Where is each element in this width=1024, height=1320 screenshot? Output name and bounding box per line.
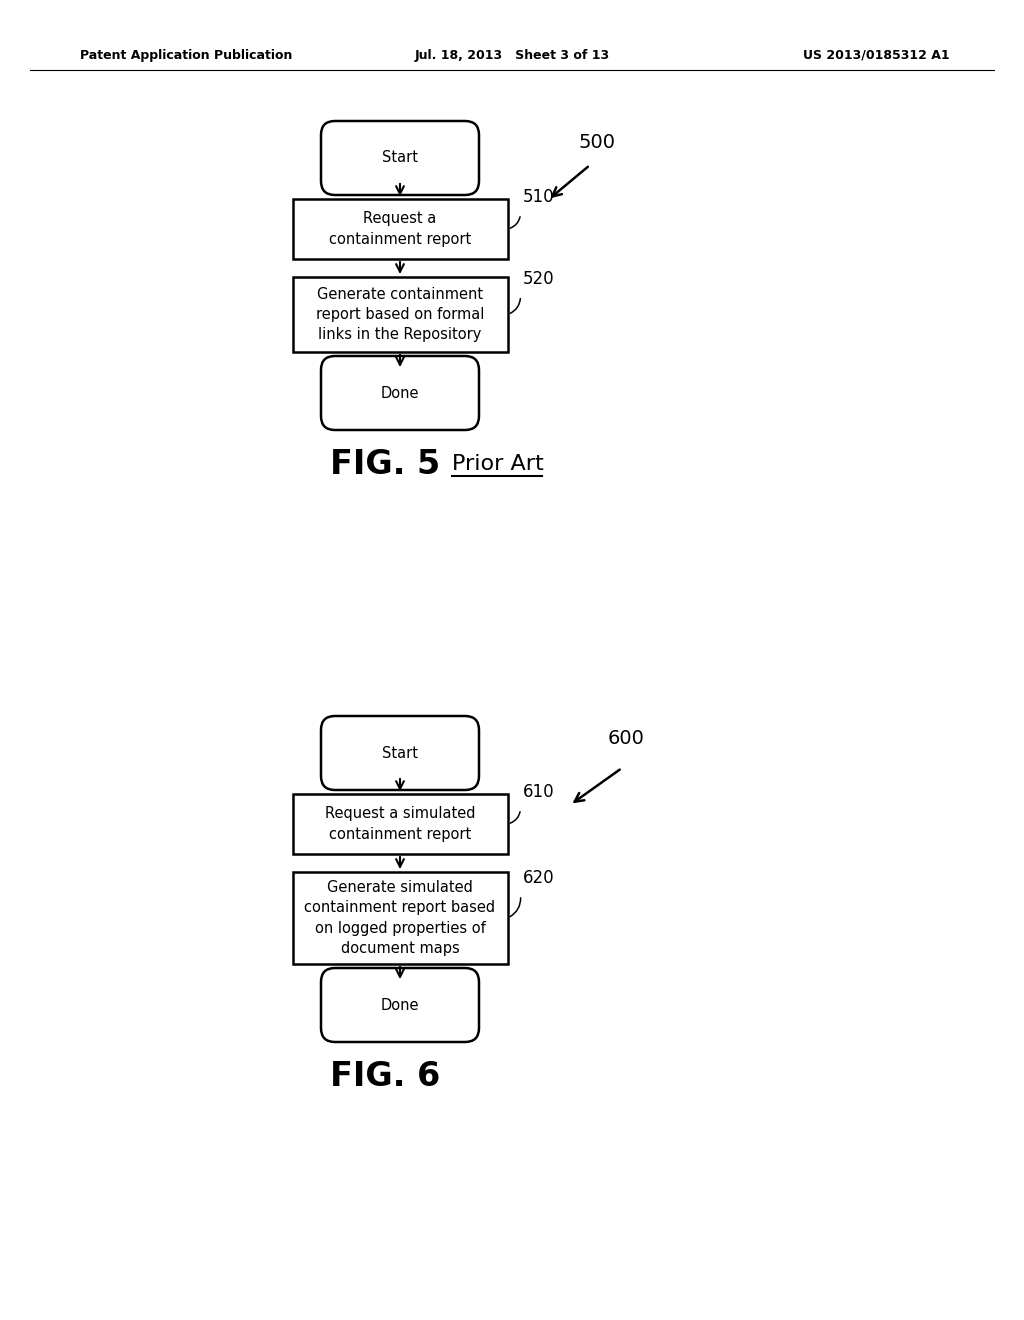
Text: Prior Art: Prior Art — [452, 454, 544, 474]
Bar — [293, 795, 508, 854]
Text: Done: Done — [381, 998, 419, 1012]
Bar — [293, 277, 508, 352]
Bar — [293, 199, 508, 259]
Text: 510: 510 — [522, 187, 554, 206]
FancyBboxPatch shape — [321, 121, 479, 195]
Text: 520: 520 — [522, 269, 554, 288]
FancyBboxPatch shape — [321, 715, 479, 789]
Text: 600: 600 — [608, 729, 645, 748]
Text: Request a
containment report: Request a containment report — [329, 211, 471, 247]
Text: Start: Start — [382, 746, 418, 760]
Text: Start: Start — [382, 150, 418, 165]
Text: US 2013/0185312 A1: US 2013/0185312 A1 — [804, 49, 950, 62]
Text: Jul. 18, 2013   Sheet 3 of 13: Jul. 18, 2013 Sheet 3 of 13 — [415, 49, 609, 62]
Text: FIG. 6: FIG. 6 — [330, 1060, 440, 1093]
FancyBboxPatch shape — [321, 356, 479, 430]
Text: 610: 610 — [522, 783, 554, 801]
FancyBboxPatch shape — [321, 968, 479, 1041]
Bar — [293, 873, 508, 964]
Text: Request a simulated
containment report: Request a simulated containment report — [325, 807, 475, 842]
Text: FIG. 5: FIG. 5 — [330, 447, 440, 480]
Text: Done: Done — [381, 385, 419, 400]
Text: 500: 500 — [578, 133, 615, 152]
Text: Patent Application Publication: Patent Application Publication — [80, 49, 293, 62]
Text: Generate containment
report based on formal
links in the Repository: Generate containment report based on for… — [315, 286, 484, 342]
Text: 620: 620 — [522, 869, 554, 887]
Text: Generate simulated
containment report based
on logged properties of
document map: Generate simulated containment report ba… — [304, 880, 496, 956]
